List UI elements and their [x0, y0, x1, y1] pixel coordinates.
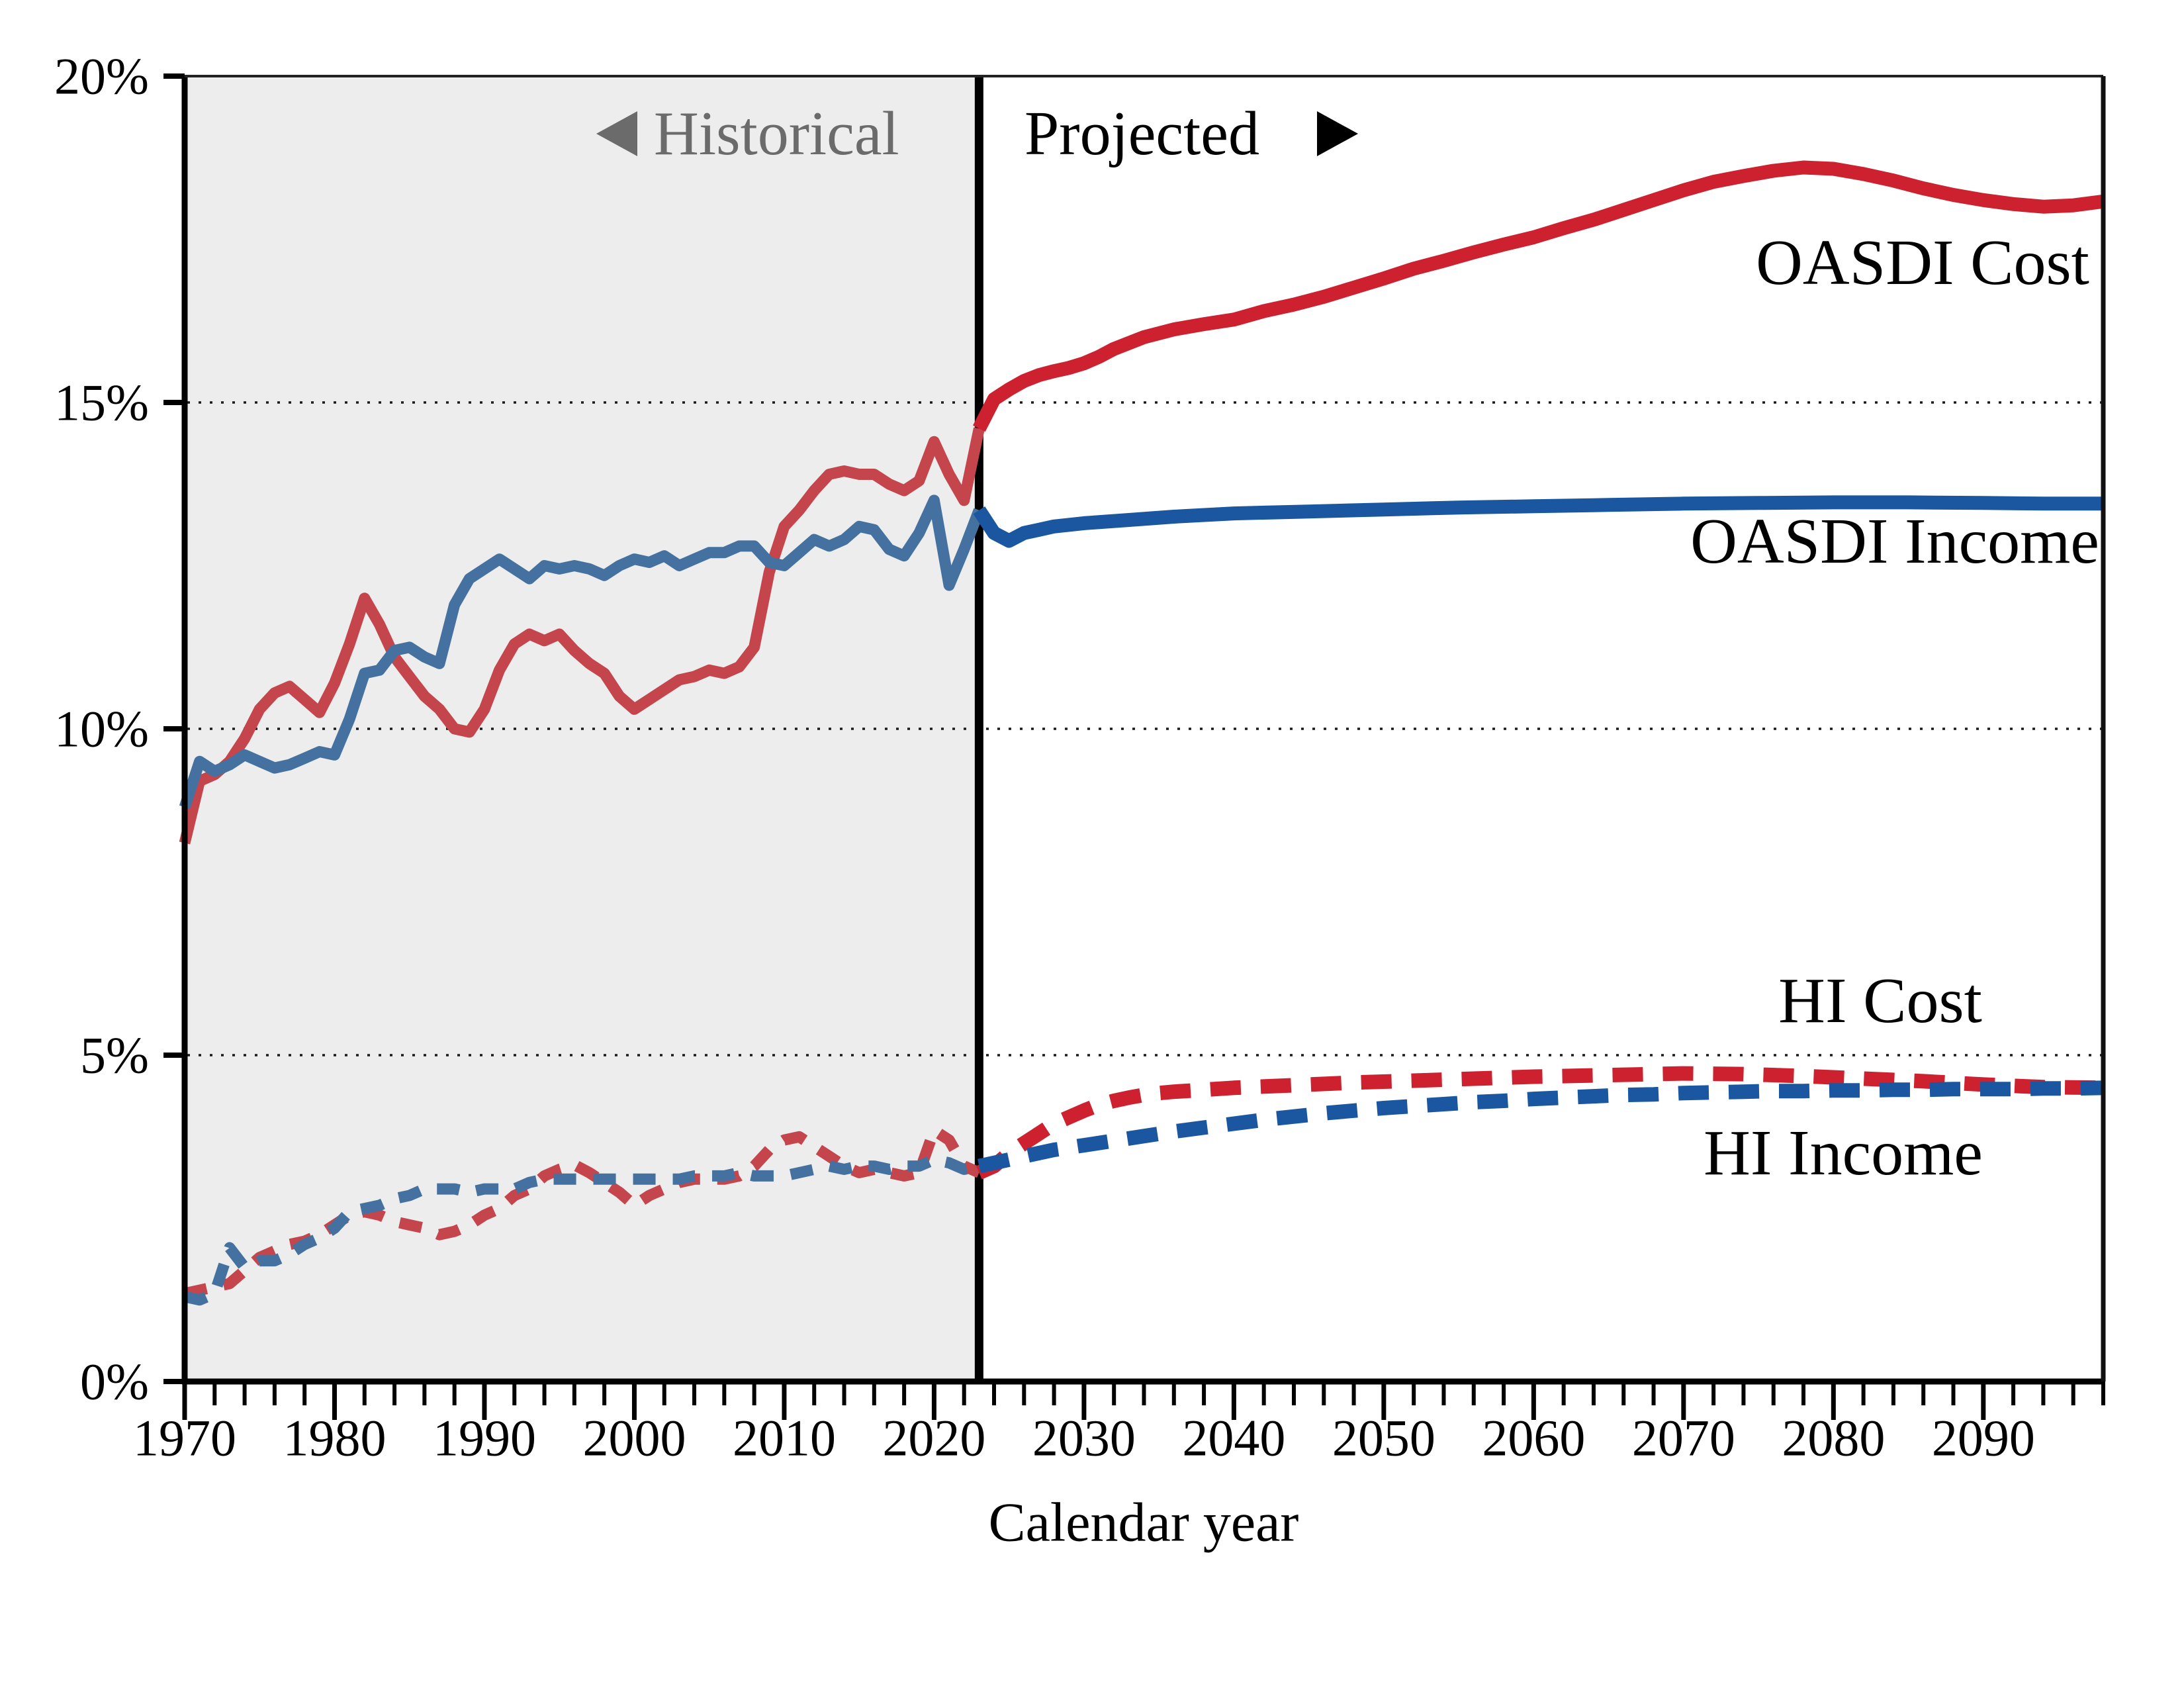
hi-cost-line-historical: [183, 1124, 981, 1299]
right-triangle-icon: [1317, 111, 1358, 156]
x-tick-label-1970: 1970: [133, 1409, 236, 1467]
x-tick-label-2060: 2060: [1482, 1409, 1585, 1467]
x-tick-label-2000: 2000: [582, 1409, 686, 1467]
x-axis-title: Calendar year: [989, 1492, 1299, 1554]
series-label-oasdi-cost: OASDI Cost: [1756, 227, 2089, 299]
x-tick-label-1990: 1990: [433, 1409, 536, 1467]
gridline-layer: [187, 401, 2103, 1056]
y-tick-label-15: 15%: [54, 374, 149, 432]
hi-income-line-projected: [978, 1080, 2104, 1174]
x-tick-label-2070: 2070: [1632, 1409, 1735, 1467]
oasdi-income-line-historical: [179, 494, 985, 809]
y-tick-label-5: 5%: [80, 1027, 149, 1084]
x-tick-label-2010: 2010: [733, 1409, 836, 1467]
y-tick-label-10: 10%: [54, 700, 149, 758]
series-label-hi-cost: HI Cost: [1778, 965, 1982, 1037]
oasdi-cost-line-historical: [179, 427, 985, 845]
left-triangle-icon: [596, 111, 637, 156]
x-tick-label-2040: 2040: [1182, 1409, 1285, 1467]
hi-cost-line-projected: [976, 1066, 2104, 1180]
region-label-historical: Historical: [654, 99, 899, 168]
series-label-oasdi-income: OASDI Income: [1690, 506, 2099, 577]
tick-layer: 0% 5% 10% 15% 20% 1970 1980 1990 2000 2010 2020 203…: [54, 48, 2105, 1467]
series-layer: [179, 160, 2105, 1306]
hi-income-line-historical: [183, 1154, 981, 1306]
x-tick-label-2080: 2080: [1782, 1409, 1885, 1467]
x-tick-label-1980: 1980: [283, 1409, 386, 1467]
series-label-hi-income: HI Income: [1704, 1117, 1983, 1189]
y-tick-label-20: 20%: [54, 48, 149, 105]
x-tick-label-2090: 2090: [1932, 1409, 2035, 1467]
y-tick-label-0: 0%: [80, 1353, 149, 1411]
x-tick-label-2020: 2020: [882, 1409, 985, 1467]
oasdi-income-line-projected: [973, 495, 2103, 548]
label-layer: Historical Projected OASDI Cost OASDI In…: [596, 99, 2099, 1554]
region-label-projected: Projected: [1024, 99, 1259, 168]
x-tick-label-2050: 2050: [1332, 1409, 1435, 1467]
oasdi-cost-line-projected: [973, 160, 2105, 432]
x-tick-label-2030: 2030: [1032, 1409, 1136, 1467]
